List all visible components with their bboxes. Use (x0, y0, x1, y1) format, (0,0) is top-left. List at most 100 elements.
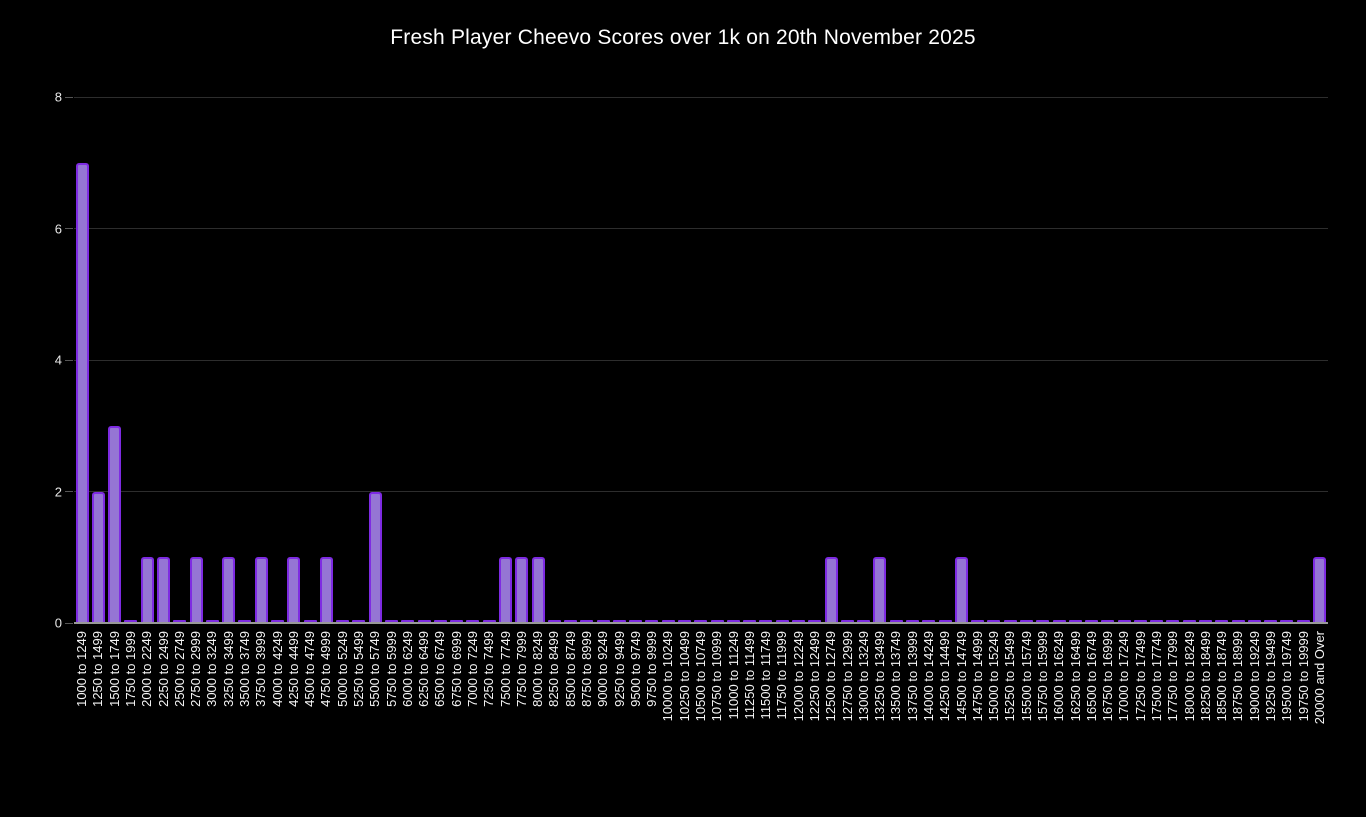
bar-slot (351, 97, 367, 623)
bar-slot (774, 97, 790, 623)
bar (433, 620, 447, 623)
x-axis-label: 20000 and Over (1311, 631, 1327, 725)
y-axis-tick-label: 6 (54, 221, 62, 236)
bar (726, 620, 740, 623)
bar-slot (872, 97, 888, 623)
bar-slot (481, 97, 497, 623)
x-axis-label: 5500 to 5749 (367, 631, 383, 707)
bar (254, 557, 268, 623)
bar (954, 557, 968, 623)
x-axis-label: 3250 to 3499 (220, 631, 236, 707)
x-axis-label: 8750 to 8999 (579, 631, 594, 707)
bar (857, 620, 871, 623)
bar-slot (546, 97, 562, 623)
bar-slot (693, 97, 709, 623)
bar (971, 620, 985, 623)
bar (271, 620, 285, 623)
bar (1133, 620, 1147, 623)
x-axis-label: 3750 to 3999 (253, 631, 269, 707)
bar-slot (562, 97, 578, 623)
x-axis-label: 5750 to 5999 (383, 631, 399, 707)
x-axis-label: 4250 to 4499 (285, 631, 301, 707)
bar-slot (725, 97, 741, 623)
bar-slot (969, 97, 985, 623)
bar (189, 557, 203, 623)
bar (222, 557, 236, 623)
x-axis-label: 6000 to 6249 (399, 631, 415, 707)
plot-area (74, 96, 1328, 624)
bar (1036, 620, 1050, 623)
x-axis-label: 17250 to 17499 (1132, 631, 1148, 722)
y-axis-tick-label: 4 (54, 352, 62, 368)
bar-slot (1295, 97, 1311, 623)
x-axis-label: 12500 to 12749 (823, 631, 839, 722)
bar (759, 620, 773, 623)
x-axis-label: 3000 to 3249 (204, 631, 220, 707)
y-axis-tick (65, 491, 73, 492)
bar-slot (1279, 97, 1295, 623)
bar (629, 620, 643, 623)
x-axis-label: 2000 to 2249 (139, 631, 155, 707)
x-axis-label: 4750 to 4999 (318, 631, 334, 707)
bar (157, 557, 171, 623)
bar-slot (286, 97, 302, 623)
x-axis-label: 13500 to 13749 (888, 631, 904, 722)
x-axis-label: 14500 to 14749 (953, 631, 969, 722)
bar-slot (1035, 97, 1051, 623)
x-axis-label: 6750 to 6999 (448, 631, 464, 707)
bar-slot (237, 97, 253, 623)
gridline (74, 359, 1328, 361)
bar (873, 557, 887, 623)
bar (889, 620, 903, 623)
bar (531, 557, 545, 623)
x-axis-label: 13750 to 13999 (904, 631, 920, 722)
x-axis-label: 15000 to 15249 (986, 631, 1002, 722)
bar-slot (888, 97, 904, 623)
x-axis-label: 18500 to 18749 (1214, 631, 1230, 722)
x-axis-label: 18250 to 18499 (1197, 631, 1213, 722)
x-axis-label: 2500 to 2749 (171, 631, 187, 707)
x-axis-label: 10250 to 10499 (676, 631, 692, 722)
x-axis-label: 14250 to 14499 (937, 631, 953, 722)
x-axis-label: 10500 to 10749 (693, 631, 708, 722)
x-axis-label: 7250 to 7499 (481, 631, 497, 707)
bar-slot (823, 97, 839, 623)
x-axis-label: 11000 to 11249 (725, 631, 741, 720)
bar (987, 620, 1001, 623)
gridline (74, 96, 1328, 98)
x-axis-label: 5250 to 5499 (351, 631, 366, 707)
bar-slot (921, 97, 937, 623)
chart-title: Fresh Player Cheevo Scores over 1k on 20… (390, 26, 976, 49)
bar (466, 620, 480, 623)
x-axis-label: 4000 to 4249 (269, 631, 285, 707)
x-axis-label: 7000 to 7249 (465, 631, 480, 707)
bar (1150, 620, 1164, 623)
bar (1052, 620, 1066, 623)
bar (1166, 620, 1180, 623)
bar-slot (530, 97, 546, 623)
bar (1215, 620, 1229, 623)
bar-slot (204, 97, 220, 623)
bar-slot (318, 97, 334, 623)
bar-slot (1246, 97, 1262, 623)
bar (303, 620, 317, 623)
bar (1313, 557, 1327, 623)
bar-slot (123, 97, 139, 623)
y-axis: 0 2 4 6 8 (0, 90, 74, 631)
bar (319, 557, 333, 623)
bar (91, 491, 105, 623)
bar-slot (253, 97, 269, 623)
x-axis-label: 7500 to 7749 (497, 631, 513, 707)
bar-slot (628, 97, 644, 623)
x-axis-label: 19250 to 19499 (1263, 631, 1278, 722)
bar (108, 425, 122, 623)
x-axis-label: 17750 to 17999 (1165, 631, 1181, 722)
bar-slot (400, 97, 416, 623)
bar-slot (221, 97, 237, 623)
x-axis-label: 15750 to 15999 (1035, 631, 1050, 722)
x-axis-label: 6500 to 6749 (432, 631, 448, 707)
bar-slot (1214, 97, 1230, 623)
x-axis-label: 19000 to 19249 (1246, 631, 1262, 722)
x-axis-label: 3500 to 3749 (237, 631, 252, 707)
